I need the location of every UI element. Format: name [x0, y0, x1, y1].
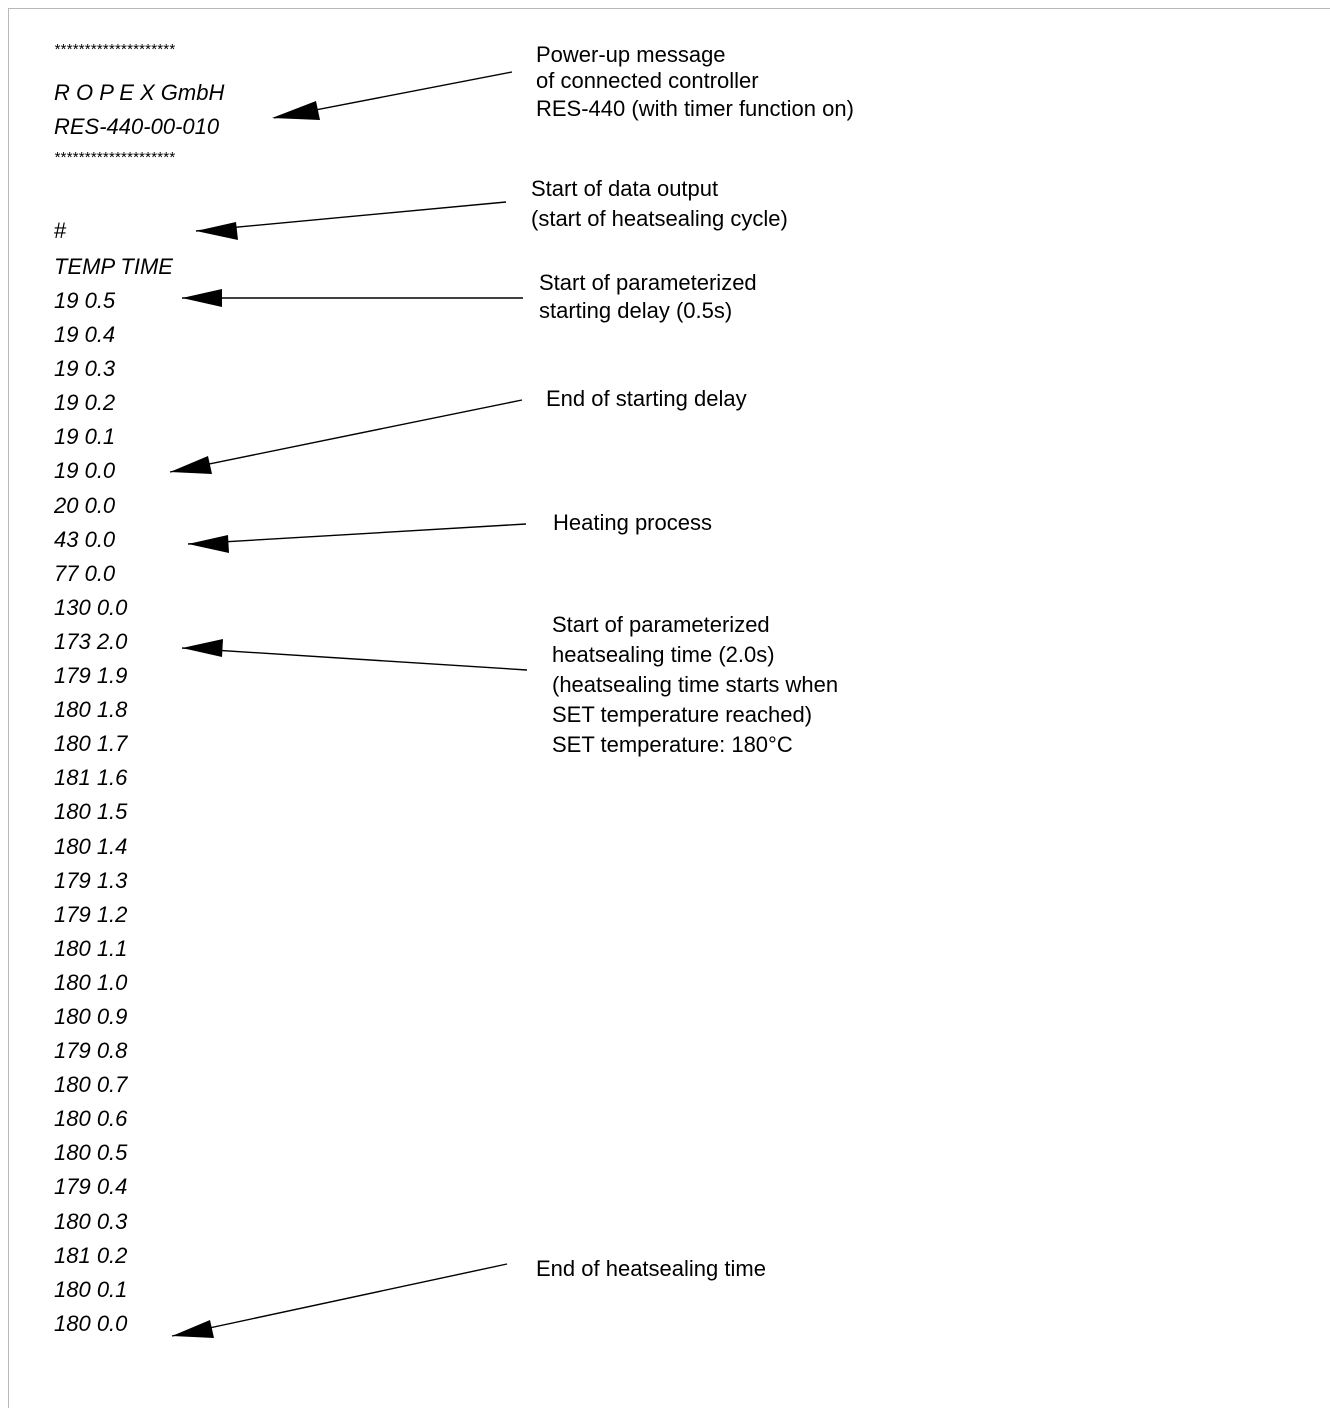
- arrow-heatsealing-head: [182, 639, 223, 657]
- arrow-heating: [187, 523, 527, 545]
- data-row: 179 0.4: [54, 1174, 128, 1200]
- note-heating-process: Heating process: [553, 510, 712, 535]
- data-row: 179 0.8: [54, 1038, 128, 1064]
- note-starting-delay-2: starting delay (0.5s): [539, 298, 733, 323]
- arrow-end-heatsealing-head: [172, 1320, 214, 1338]
- data-row: 130 0.0: [54, 594, 128, 620]
- data-row: 19 0.0: [54, 458, 116, 484]
- company-name: R O P E X GmbH: [54, 80, 225, 105]
- data-row: 180 1.4: [54, 833, 128, 859]
- note-powerup-1: Power-up message: [536, 42, 726, 67]
- data-row: 19 0.2: [54, 390, 116, 416]
- data-row: 181 0.2: [54, 1242, 128, 1268]
- note-end-heatsealing: End of heatsealing time: [536, 1256, 766, 1281]
- data-row: 19 0.1: [54, 424, 116, 450]
- arrow-end-starting-delay-head: [170, 456, 212, 474]
- data-row: 19 0.5: [54, 288, 116, 313]
- note-powerup-3: RES-440 (with timer function on): [536, 96, 854, 121]
- arrow-heating-head: [188, 535, 229, 553]
- data-row: 180 1.0: [54, 969, 128, 995]
- note-heatsealing-2: heatsealing time (2.0s): [552, 642, 775, 667]
- note-data-output-2: (start of heatsealing cycle): [531, 206, 788, 231]
- note-powerup-2: of connected controller: [536, 68, 759, 93]
- data-row: 43 0.0: [54, 526, 116, 552]
- data-row: 180 0.0: [54, 1310, 128, 1336]
- note-heatsealing-1: Start of parameterized: [552, 612, 770, 637]
- data-row: 77 0.0: [54, 560, 116, 586]
- data-row: 180 0.3: [54, 1208, 128, 1234]
- data-start-marker: #: [54, 218, 67, 243]
- header-stars-top: ********************: [54, 41, 175, 58]
- arrow-end-starting-delay: [169, 399, 523, 473]
- arrow-heatsealing: [181, 647, 528, 671]
- data-row: 180 0.7: [54, 1072, 128, 1098]
- data-row: 180 0.6: [54, 1106, 128, 1132]
- data-row: 179 1.3: [54, 867, 128, 893]
- note-heatsealing-4: SET temperature reached): [552, 702, 813, 727]
- note-heatsealing-3: (heatsealing time starts when: [552, 672, 839, 697]
- data-row: 180 1.7: [54, 731, 128, 757]
- arrow-end-heatsealing: [171, 1263, 508, 1337]
- data-row: 180 0.9: [54, 1003, 128, 1029]
- data-row: 179 1.2: [54, 901, 128, 927]
- data-row: 173 2.0: [54, 628, 128, 654]
- note-data-output-1: Start of data output: [531, 176, 719, 201]
- arrow-starting-delay-head: [182, 289, 222, 307]
- note-end-starting-delay: End of starting delay: [546, 386, 747, 411]
- data-row: 180 0.5: [54, 1140, 128, 1166]
- page-frame: [8, 8, 1330, 1408]
- note-heatsealing-5: SET temperature: 180°C: [552, 732, 793, 757]
- note-starting-delay-1: Start of parameterized: [539, 270, 757, 295]
- data-row: 180 1.8: [54, 697, 128, 723]
- data-row: 20 0.0: [54, 492, 116, 518]
- data-row: 19 0.4: [54, 322, 116, 348]
- arrow-data-output-head: [196, 222, 238, 240]
- data-row: 180 1.5: [54, 799, 128, 825]
- data-row: 19 0.3: [54, 356, 116, 382]
- arrow-data-output: [195, 201, 507, 232]
- data-row: 181 1.6: [54, 765, 128, 791]
- data-output-list: 19 0.5 19 0.4 19 0.3 19 0.2 19 0.1 19 0.0 20 0…: [54, 288, 127, 1345]
- column-header: TEMP TIME: [54, 254, 173, 279]
- data-row: 180 0.1: [54, 1276, 128, 1302]
- controller-model: RES-440-00-010: [54, 114, 220, 139]
- arrow-powerup-head: [272, 101, 320, 120]
- header-stars-bottom: ********************: [54, 149, 175, 166]
- data-row: 179 1.9: [54, 663, 128, 689]
- data-row: 180 1.1: [54, 935, 128, 961]
